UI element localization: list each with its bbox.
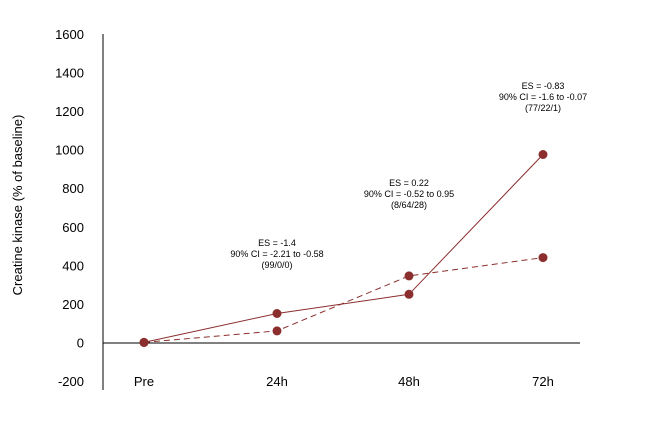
- series-lines: [143, 154, 544, 343]
- y-tick-label: 1600: [55, 27, 84, 42]
- y-tick-label: -200: [58, 374, 84, 389]
- solid-series-point: [538, 150, 548, 159]
- y-tick-label: 600: [62, 220, 84, 235]
- annotation-line: ES = -0.83: [522, 81, 565, 91]
- y-tick-label: 400: [62, 258, 84, 273]
- dashed-series-point: [404, 271, 414, 281]
- solid-series-point: [272, 309, 282, 318]
- x-tick-label: 48h: [398, 374, 420, 389]
- annotation-line: (8/64/28): [391, 200, 427, 210]
- y-axis-label: Creatine kinase (% of baseline): [10, 115, 25, 296]
- y-tick-label: 1400: [55, 66, 84, 81]
- dashed-series-point: [272, 326, 282, 336]
- annotation-line: ES = 0.22: [389, 178, 429, 188]
- annotation-line: (99/0/0): [261, 260, 292, 270]
- x-tick-label: 24h: [266, 374, 288, 389]
- solid-series-line: [143, 154, 544, 343]
- data-points: [139, 150, 548, 347]
- x-tick-label: 72h: [532, 374, 554, 389]
- x-tick-labels: Pre 24h 48h 72h: [134, 374, 554, 389]
- y-tick-label: 200: [62, 297, 84, 312]
- y-tick-label: 1200: [55, 104, 84, 119]
- annotation-line: ES = -1.4: [258, 238, 296, 248]
- annotation-line: (77/22/1): [525, 103, 561, 113]
- y-tick-label: 800: [62, 181, 84, 196]
- dashed-series-point: [139, 337, 149, 347]
- annotation-line: 90% CI = -1.6 to -0.07: [499, 92, 587, 102]
- annotation-line: 90% CI = -2.21 to -0.58: [230, 249, 323, 259]
- y-tick-label: 1000: [55, 143, 84, 158]
- effect-size-annotations: ES = -1.490% CI = -2.21 to -0.58(99/0/0)…: [230, 81, 587, 270]
- solid-series-point: [404, 289, 414, 299]
- y-tick-label: 0: [77, 335, 84, 350]
- dashed-series-point: [538, 253, 548, 263]
- y-tick-labels: -200 0 200 400 600 800 1000 1200 1400 1600: [55, 27, 84, 389]
- annotation-line: 90% CI = -0.52 to 0.95: [364, 189, 454, 199]
- dashed-series-line: [143, 257, 544, 343]
- x-tick-label: Pre: [134, 374, 154, 389]
